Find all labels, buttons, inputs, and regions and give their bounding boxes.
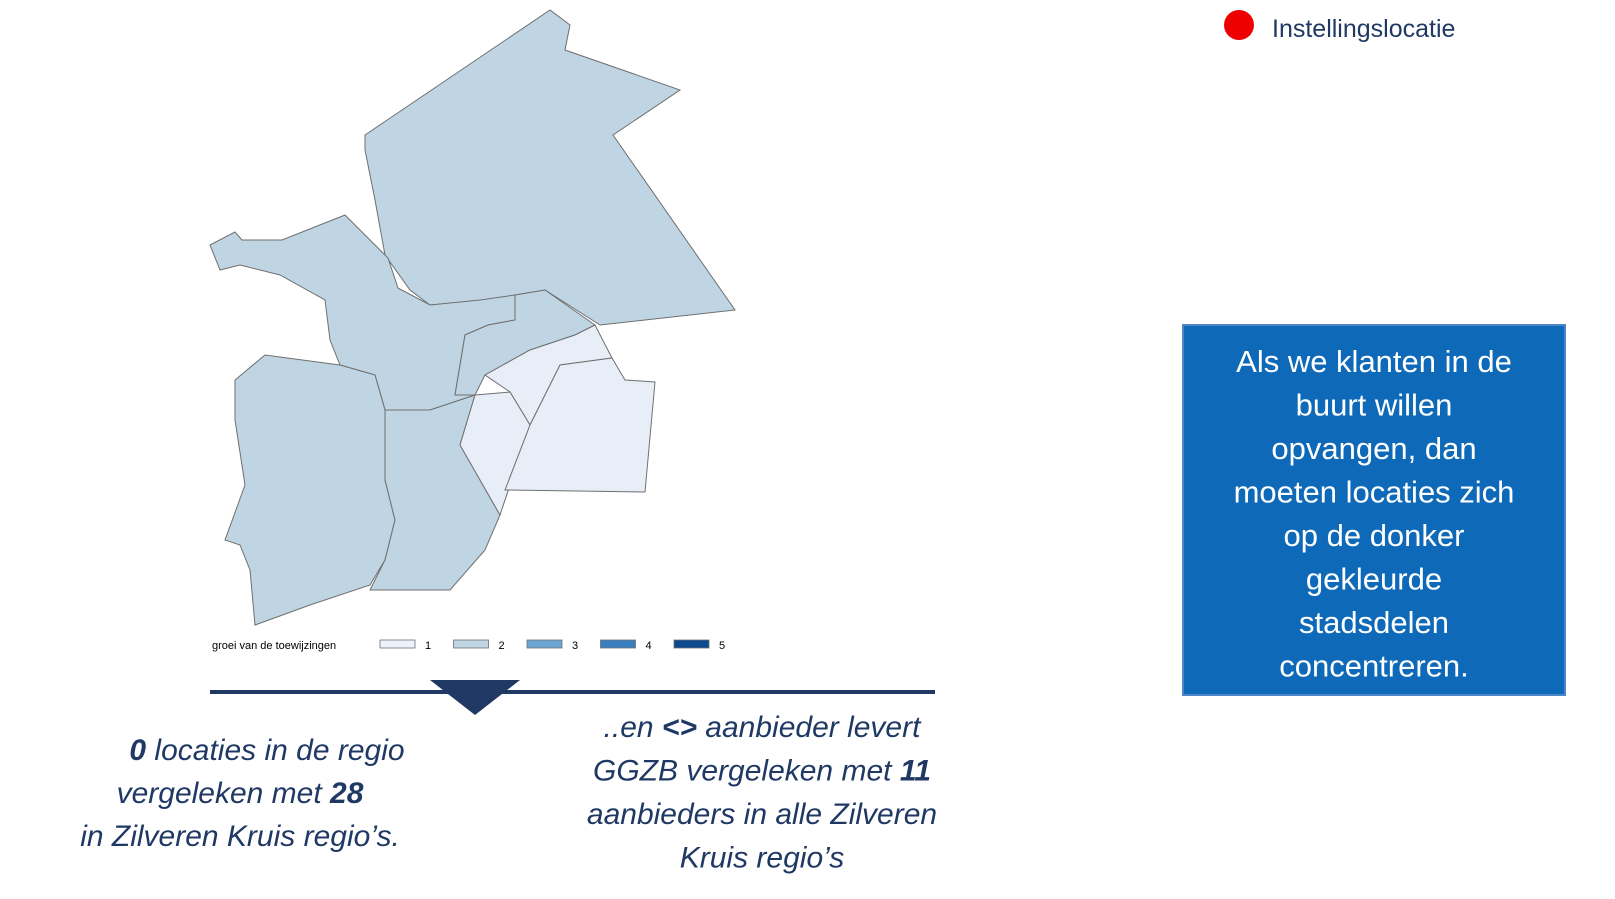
statement-part: vergeleken met bbox=[117, 777, 330, 810]
statement-part: locaties in de regio bbox=[146, 734, 405, 767]
map-legend-label: 5 bbox=[719, 640, 725, 652]
region bbox=[369, 394, 501, 591]
statement-part: aanbieders in alle Zilveren bbox=[587, 798, 937, 831]
legend-marker bbox=[1224, 10, 1254, 40]
map-legend-swatch bbox=[600, 639, 636, 649]
statement-part: GGZB vergeleken met bbox=[593, 755, 900, 788]
map-legend-swatch bbox=[673, 639, 710, 649]
map-legend-label: 1 bbox=[425, 640, 431, 652]
legend-label: Instellingslocatie bbox=[1272, 15, 1455, 43]
callout-text: gekleurde bbox=[1306, 562, 1442, 597]
callout-text: concentreren. bbox=[1279, 649, 1469, 684]
statement-line: 0 locaties in de regio bbox=[129, 734, 404, 767]
map-legend-swatch bbox=[453, 639, 489, 649]
divider-arrow bbox=[430, 680, 520, 715]
map-legend-label: 3 bbox=[572, 640, 578, 652]
map-legend-swatch bbox=[526, 639, 563, 649]
region bbox=[454, 289, 596, 396]
statement-line: Kruis regio’s bbox=[680, 842, 845, 875]
map bbox=[209, 9, 736, 626]
statement-part: 28 bbox=[329, 777, 364, 810]
statement-line: GGZB vergeleken met 11 bbox=[593, 755, 931, 788]
statement-part: <> bbox=[662, 711, 697, 744]
statement-part: 11 bbox=[900, 755, 931, 788]
region bbox=[504, 357, 656, 493]
callout-box bbox=[1182, 324, 1566, 696]
callout-text: buurt willen bbox=[1296, 388, 1453, 423]
statement-line: aanbieders in alle Zilveren bbox=[587, 798, 937, 831]
callout-text: Als we klanten in de bbox=[1236, 344, 1512, 379]
callout-text: opvangen, dan bbox=[1271, 431, 1476, 466]
map-legend-swatch bbox=[379, 639, 416, 649]
region bbox=[364, 9, 736, 326]
statement-part: aanbieder levert bbox=[697, 711, 922, 744]
map-legend-label: 2 bbox=[499, 640, 505, 652]
callout-text: stadsdelen bbox=[1299, 605, 1449, 640]
callout-text: moeten locaties zich bbox=[1234, 475, 1515, 510]
statement-line: in Zilveren Kruis regio’s. bbox=[80, 820, 400, 853]
statement-part: 0 bbox=[129, 734, 146, 767]
callout-text: op de donker bbox=[1284, 518, 1465, 553]
statement-line: vergeleken met 28 bbox=[117, 777, 364, 810]
region bbox=[224, 354, 396, 626]
statement-part: in Zilveren Kruis regio’s. bbox=[80, 820, 400, 853]
map-legend-label: 4 bbox=[646, 640, 652, 652]
map-legend-title: groei van de toewijzingen bbox=[212, 640, 336, 652]
statement-part: ..en bbox=[604, 711, 662, 744]
statement-line: ..en <> aanbieder levert bbox=[604, 711, 923, 744]
statement-part: Kruis regio’s bbox=[680, 842, 845, 875]
